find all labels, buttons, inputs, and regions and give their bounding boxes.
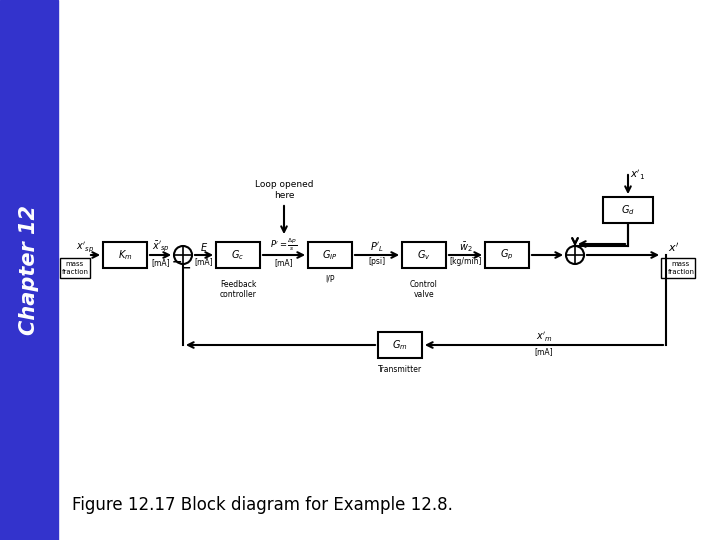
Bar (60, 258, 90, 278)
Text: $K_m$: $K_m$ (118, 248, 132, 262)
Bar (402, 242, 446, 268)
Text: [psi]: [psi] (369, 258, 386, 267)
Text: Control
valve: Control valve (410, 280, 438, 299)
Text: I/P: I/P (325, 275, 335, 284)
Text: Figure 12.17 Block diagram for Example 12.8.: Figure 12.17 Block diagram for Example 1… (72, 496, 453, 514)
Circle shape (174, 246, 192, 264)
Text: $x'_1$: $x'_1$ (630, 168, 646, 182)
Circle shape (566, 246, 584, 264)
Text: $G_v$: $G_v$ (417, 248, 431, 262)
Bar (216, 242, 260, 268)
Text: Chapter 12: Chapter 12 (19, 205, 39, 335)
Bar (661, 258, 695, 278)
Text: $x'$: $x'$ (668, 240, 680, 253)
Text: Loop opened
here: Loop opened here (255, 180, 313, 200)
Text: $G_p$: $G_p$ (500, 248, 514, 262)
Text: $G_{IP}$: $G_{IP}$ (322, 248, 338, 262)
Text: $P'=\frac{\Delta p}{s}$: $P'=\frac{\Delta p}{s}$ (270, 237, 298, 253)
Text: mass
fraction: mass fraction (667, 261, 695, 274)
Bar (378, 332, 422, 358)
Text: [mA]: [mA] (194, 258, 213, 267)
Text: Transmitter: Transmitter (378, 365, 422, 374)
Text: [kg/min]: [kg/min] (449, 258, 482, 267)
Bar (485, 242, 529, 268)
Text: Feedback
controller: Feedback controller (220, 280, 256, 299)
Bar (308, 242, 352, 268)
Text: −: − (172, 255, 182, 268)
Text: −: − (181, 261, 192, 274)
Text: $G_c$: $G_c$ (231, 248, 245, 262)
Text: mass
fraction: mass fraction (61, 261, 89, 274)
Text: $x'_m$: $x'_m$ (536, 330, 552, 344)
Text: [mA]: [mA] (535, 348, 553, 356)
Text: $G_m$: $G_m$ (392, 338, 408, 352)
Text: $\bar{x}'_{sp}$: $\bar{x}'_{sp}$ (151, 240, 169, 254)
Text: $x'_{sp}$: $x'_{sp}$ (76, 241, 94, 255)
Bar (603, 197, 653, 223)
Text: $G_d$: $G_d$ (621, 203, 635, 217)
Bar (0, 0, 58, 540)
Text: $P'_L$: $P'_L$ (370, 240, 384, 254)
Text: [mA]: [mA] (151, 259, 170, 267)
Text: [mA]: [mA] (275, 259, 293, 267)
Text: $\bar{w}_2$: $\bar{w}_2$ (459, 240, 472, 254)
Text: $E$: $E$ (200, 241, 208, 253)
Bar (103, 242, 147, 268)
